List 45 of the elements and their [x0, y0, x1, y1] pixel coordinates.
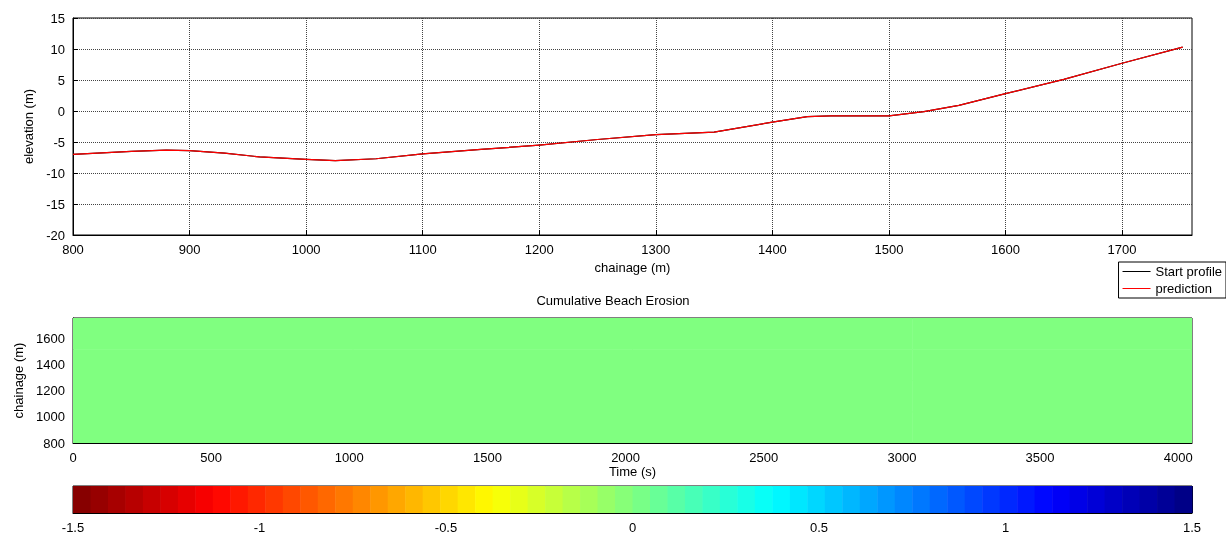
y-tick-label: 5 — [57, 72, 65, 88]
x-tick-label: 2500 — [749, 450, 779, 465]
x-tick-label: 1500 — [874, 242, 904, 257]
x-axis-title: Time (s) — [608, 463, 657, 479]
color-bar-label: 0.5 — [809, 520, 829, 535]
x-tick-label: 1700 — [1107, 242, 1137, 257]
y-tick-label: 1400 — [36, 357, 65, 373]
x-tick-label: 1000 — [334, 450, 364, 465]
x-tick-label: 1200 — [524, 242, 554, 257]
x-axis-title: chainage (m) — [594, 259, 671, 275]
y-tick-label: 15 — [50, 10, 65, 26]
x-tick-label: 500 — [200, 450, 222, 465]
x-tick-label: 1500 — [472, 450, 502, 465]
y-axis-title: chainage (m) — [11, 342, 27, 419]
chart-title: Cumulative Beach Erosion — [536, 293, 690, 308]
x-tick-label: 1300 — [641, 242, 671, 257]
y-tick-label: -10 — [46, 165, 65, 181]
color-bar-label: -1.5 — [61, 520, 85, 535]
y-tick-label: -5 — [53, 134, 65, 150]
x-tick-label: 2000 — [611, 450, 641, 465]
y-tick-label: 0 — [57, 103, 65, 119]
x-tick-label: 900 — [178, 242, 201, 257]
x-tick-label: 1600 — [991, 242, 1020, 257]
x-tick-label: 3500 — [1025, 450, 1055, 465]
y-axis-title: elevation (m) — [21, 88, 36, 165]
color-bar-label: -0.5 — [434, 520, 458, 535]
color-bar-label: 1 — [1001, 520, 1010, 535]
y-tick-label: -15 — [46, 196, 65, 212]
y-tick-label: 1000 — [36, 409, 65, 425]
color-bar-label: -1 — [253, 520, 266, 535]
legend-label: Start profile — [1155, 264, 1223, 279]
x-tick-label: 1400 — [757, 242, 787, 257]
color-bar-label: 0 — [628, 520, 637, 535]
x-tick-label: 1000 — [291, 242, 321, 257]
y-tick-label: 800 — [43, 435, 65, 451]
color-bar-label: 1.5 — [1182, 520, 1202, 535]
x-tick-label: 3000 — [887, 450, 917, 465]
y-tick-label: 1600 — [36, 331, 65, 347]
legend-label: prediction — [1155, 281, 1212, 296]
y-tick-label: -20 — [46, 227, 65, 243]
x-tick-label: 0 — [69, 450, 77, 465]
y-tick-label: 1200 — [36, 383, 65, 399]
x-tick-label: 4000 — [1163, 450, 1193, 465]
x-tick-label: 1100 — [408, 242, 437, 257]
y-tick-label: 10 — [50, 41, 65, 57]
